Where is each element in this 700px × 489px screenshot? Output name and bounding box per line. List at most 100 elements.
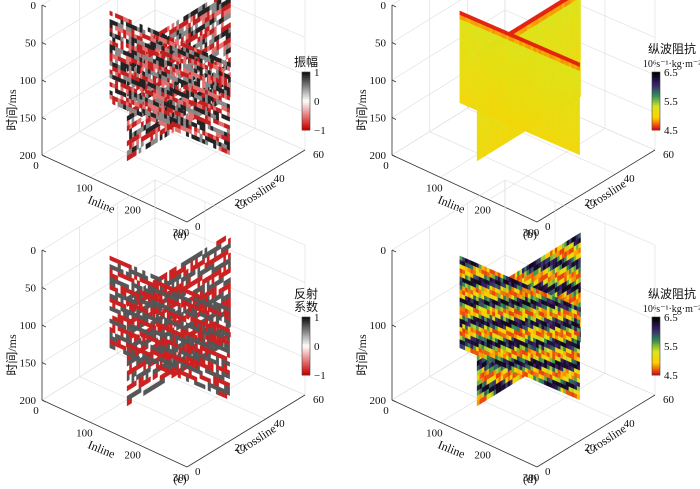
x-tick-label: 300 xyxy=(173,227,190,239)
colorbar: 10−1振幅 xyxy=(294,54,326,137)
colorbar-title: 纵波阻抗 xyxy=(648,41,696,56)
z-tick xyxy=(391,42,397,45)
section-cell xyxy=(134,100,138,107)
section-cell xyxy=(218,42,222,50)
section-cell xyxy=(164,131,168,138)
grid-line xyxy=(117,108,266,175)
section-cell xyxy=(196,127,200,134)
section-cell xyxy=(128,288,132,295)
z-axis-label: 时间/ms xyxy=(5,334,19,376)
section-cell xyxy=(150,384,154,392)
y-tick-label: 60 xyxy=(663,394,675,406)
section-cell xyxy=(152,138,156,146)
section-cell xyxy=(224,122,228,129)
section-cell xyxy=(221,236,224,244)
colorbar-title: 系数 xyxy=(294,299,318,314)
section-cell xyxy=(195,277,198,285)
z-tick-label: 100 xyxy=(20,320,37,332)
section-cell xyxy=(123,274,127,280)
section-cell xyxy=(221,113,225,120)
z-tick-label: 150 xyxy=(20,113,37,125)
colorbar-tick-label: 5.5 xyxy=(664,96,678,108)
section-cell xyxy=(196,136,200,143)
z-tick xyxy=(391,249,397,253)
section-cell xyxy=(133,390,137,397)
section-cell xyxy=(210,112,214,119)
section-cell xyxy=(138,147,142,155)
section-cell xyxy=(148,376,151,384)
section-cell xyxy=(185,258,189,266)
section-cell xyxy=(191,121,195,128)
y-tick-label: 0 xyxy=(545,221,551,233)
section-cell xyxy=(190,280,194,288)
section-cell xyxy=(134,25,138,32)
section-cell xyxy=(209,249,212,256)
section-cell xyxy=(180,41,184,48)
section-cell xyxy=(191,133,195,140)
z-tick-label: 150 xyxy=(370,113,387,125)
colorbar-tick-label: −1 xyxy=(314,125,326,137)
section-cell xyxy=(123,261,127,268)
section-cell xyxy=(136,110,140,117)
section-cell xyxy=(136,373,139,381)
z-tick-label: 50 xyxy=(25,38,37,50)
section-cell xyxy=(188,289,192,296)
section-cell xyxy=(199,382,203,389)
section-cell xyxy=(123,336,127,343)
z-tick xyxy=(391,4,397,8)
z-tick xyxy=(41,4,47,8)
x-axis-label: Inline xyxy=(436,438,467,461)
section-cell xyxy=(148,141,151,149)
panel-caption: (b) xyxy=(523,227,537,241)
section-cell xyxy=(112,265,116,271)
section-cell xyxy=(153,274,157,281)
section-cell xyxy=(223,235,227,243)
section-cell xyxy=(209,4,212,11)
panel-caption: (a) xyxy=(173,227,186,241)
z-tick xyxy=(41,117,47,120)
colorbar-unit: 10⁶s⁻¹·kg·m⁻² xyxy=(643,59,700,70)
section-cell xyxy=(211,247,215,255)
x-axis-label: Inline xyxy=(86,438,117,461)
y-axis-line xyxy=(186,149,306,223)
z-tick-label: 100 xyxy=(370,320,387,332)
z-tick xyxy=(41,79,47,83)
grid-line xyxy=(41,217,156,288)
section-cell xyxy=(143,389,146,397)
section-cell xyxy=(216,294,219,302)
x-axis-line xyxy=(391,399,538,468)
section-cell xyxy=(112,74,116,81)
section-cell xyxy=(199,249,203,257)
z-tick xyxy=(41,249,47,253)
section-cell xyxy=(218,323,222,330)
grid-line xyxy=(41,0,112,43)
section-cell xyxy=(133,380,137,388)
z-tick-label: 0 xyxy=(381,0,387,12)
section-cell xyxy=(155,381,158,389)
colorbar-tick-label: 0 xyxy=(314,341,320,353)
colorbar-tick-label: −1 xyxy=(314,370,326,382)
section-cell xyxy=(109,255,113,262)
z-tick-label: 100 xyxy=(370,75,387,87)
section-cell xyxy=(112,82,116,89)
section-cell xyxy=(213,359,217,365)
section-cell xyxy=(145,142,149,150)
section-cell xyxy=(147,35,151,42)
y-axis-line xyxy=(536,394,656,468)
section-cell xyxy=(183,371,187,378)
section-cell xyxy=(157,380,161,388)
z-axis-label: 时间/ms xyxy=(355,89,369,131)
section-cell xyxy=(143,379,146,387)
grid-line xyxy=(391,0,401,6)
x-axis-line xyxy=(391,154,538,223)
z-tick-label: 100 xyxy=(20,75,37,87)
section-cell xyxy=(117,300,121,307)
section-cell xyxy=(224,114,228,121)
section-cell xyxy=(145,387,149,395)
section-cell xyxy=(136,118,139,126)
section-cell xyxy=(117,14,121,20)
